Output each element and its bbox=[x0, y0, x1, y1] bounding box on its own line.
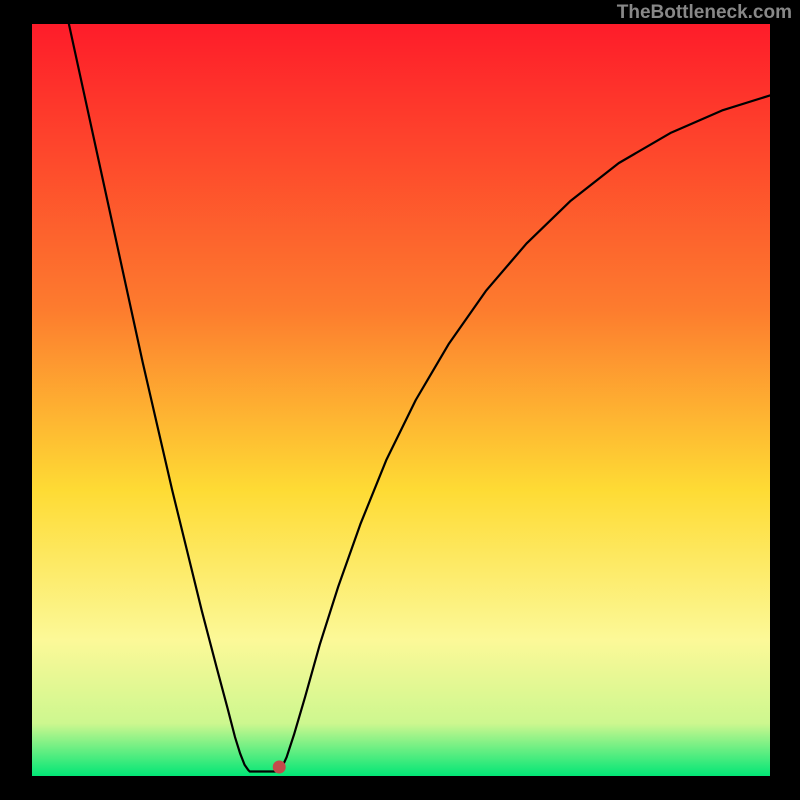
plot-area bbox=[32, 24, 770, 776]
watermark-text: TheBottleneck.com bbox=[617, 2, 792, 24]
chart-container: TheBottleneck.com bbox=[0, 0, 800, 800]
curve-svg bbox=[32, 24, 770, 776]
bottleneck-curve bbox=[69, 24, 770, 771]
min-point-marker bbox=[273, 760, 286, 773]
